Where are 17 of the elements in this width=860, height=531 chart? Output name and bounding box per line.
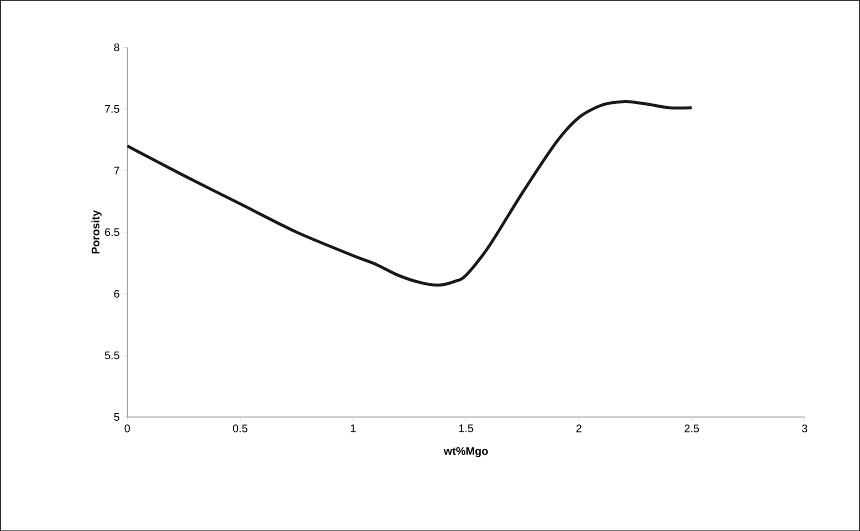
- y-tick-label: 7: [114, 166, 120, 174]
- y-tick-label: 7.5: [105, 104, 120, 113]
- x-tick-label: 2: [576, 424, 582, 432]
- y-tick-label: 5.5: [104, 351, 120, 360]
- y-axis-title: Porosity: [91, 210, 102, 254]
- x-tick-label: 1: [350, 424, 356, 432]
- x-tick-label: 2.5: [684, 424, 699, 432]
- x-tick-label: 1.5: [459, 424, 474, 432]
- x-tick-label: 3: [802, 424, 808, 432]
- x-tick-label: 0.5: [232, 424, 248, 432]
- y-tick-label: 8: [114, 43, 120, 52]
- y-tick-label: 6: [114, 290, 120, 298]
- x-tick-label: 0: [124, 424, 130, 432]
- y-tick-label: 5: [114, 413, 120, 421]
- x-axis-title: wt%Mgo: [444, 447, 488, 458]
- line-series: [127, 100, 694, 287]
- y-tick-label: 6.5: [105, 228, 120, 236]
